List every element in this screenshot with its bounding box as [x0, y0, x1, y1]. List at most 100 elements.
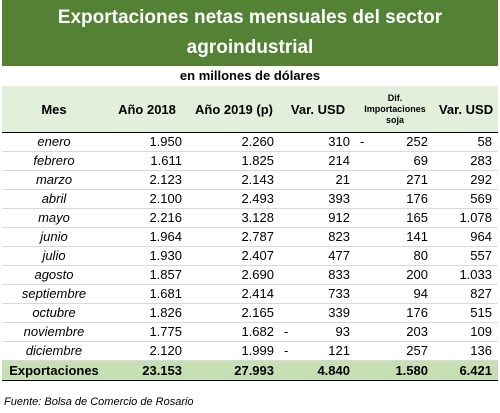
cell-2018: 1.775: [106, 322, 188, 342]
cell-2018: 1.611: [106, 151, 188, 171]
dif-sign: -: [360, 134, 365, 149]
cell-var-sign: [280, 151, 300, 171]
cell-var-usd-2: 58: [434, 132, 498, 152]
cell-var-sign: -: [280, 322, 300, 342]
cell-var-usd: 339: [300, 303, 356, 323]
cell-mes: junio: [2, 227, 106, 247]
cell-mes: agosto: [2, 265, 106, 285]
cell-var-usd-2: 136: [434, 341, 498, 361]
cell-2019: 2.787: [188, 227, 280, 247]
cell-2018: 1.857: [106, 265, 188, 285]
cell-var-usd-2: 292: [434, 170, 498, 190]
cell-var-usd: 214: [300, 151, 356, 171]
cell-2018: 2.123: [106, 170, 188, 190]
cell-mes: enero: [2, 132, 106, 152]
cell-mes: septiembre: [2, 284, 106, 304]
cell-var-usd: 4.840: [300, 360, 356, 381]
table-row: marzo 2.123 2.143 21 271 292: [2, 170, 498, 190]
total-row: Exportaciones 23.153 27.993 4.840 1.580 6.421: [2, 360, 498, 381]
cell-var-usd-2: 569: [434, 189, 498, 209]
cell-2018: 1.826: [106, 303, 188, 323]
table-row: diciembre 2.120 1.999-121 257 136: [2, 341, 498, 361]
cell-var-usd: 912: [300, 208, 356, 228]
cell-var-usd-2: 283: [434, 151, 498, 171]
cell-var-sign: [280, 246, 300, 266]
cell-dif-importaciones: 252-: [356, 132, 434, 152]
cell-var-sign: [280, 208, 300, 228]
cell-var-usd: 93: [300, 322, 356, 342]
cell-2019: 2.414: [188, 284, 280, 304]
cell-dif-importaciones: 271: [356, 170, 434, 190]
cell-mes: Exportaciones: [2, 360, 106, 381]
cell-var-usd-2: 1.078: [434, 208, 498, 228]
cell-2018: 1.930: [106, 246, 188, 266]
cell-var-sign: [280, 189, 300, 209]
table-row: enero 1.950 2.260 310 252-58: [2, 132, 498, 152]
cell-dif-importaciones: 141: [356, 227, 434, 247]
table-row: octubre 1.826 2.165 339 176 515: [2, 303, 498, 323]
cell-var-usd-2: 1.033: [434, 265, 498, 285]
cell-var-usd: 393: [300, 189, 356, 209]
cell-var-sign: [280, 303, 300, 323]
header-2018: Año 2018: [106, 86, 188, 133]
cell-mes: julio: [2, 246, 106, 266]
cell-dif-importaciones: 94: [356, 284, 434, 304]
table-row: junio 1.964 2.787 823 141 964: [2, 227, 498, 247]
table-row: noviembre 1.775 1.682-93 203 109: [2, 322, 498, 342]
cell-2019: 1.825: [188, 151, 280, 171]
cell-var-usd-2: 109: [434, 322, 498, 342]
cell-var-sign: [280, 132, 300, 152]
table-row: agosto 1.857 2.690 833 200 1.033: [2, 265, 498, 285]
cell-dif-importaciones: 69: [356, 151, 434, 171]
source-note: Fuente: Bolsa de Comercio de Rosario: [4, 396, 194, 408]
cell-mes: mayo: [2, 208, 106, 228]
cell-dif-importaciones: 165: [356, 208, 434, 228]
cell-2019: 2.690: [188, 265, 280, 285]
cell-var-sign: [280, 227, 300, 247]
table-row: mayo 2.216 3.128 912 165 1.078: [2, 208, 498, 228]
cell-var-sign: [280, 170, 300, 190]
cell-2019: 3.128: [188, 208, 280, 228]
cell-var-usd: 823: [300, 227, 356, 247]
cell-var-usd-2: 964: [434, 227, 498, 247]
cell-2019: 2.143: [188, 170, 280, 190]
cell-var-sign: -: [280, 341, 300, 361]
cell-var-usd: 21: [300, 170, 356, 190]
cell-2018: 1.950: [106, 132, 188, 152]
header-var-usd-2: Var. USD: [434, 86, 498, 133]
table-row: febrero 1.611 1.825 214 69 283: [2, 151, 498, 171]
cell-2019: 2.493: [188, 189, 280, 209]
table-row: abril 2.100 2.493 393 176 569: [2, 189, 498, 209]
cell-var-usd-2: 6.421: [434, 360, 498, 381]
cell-dif-importaciones: 1.580: [356, 360, 434, 381]
cell-mes: octubre: [2, 303, 106, 323]
header-row: Mes Año 2018 Año 2019 (p) Var. USD Dif. …: [2, 86, 498, 133]
cell-dif-importaciones: 176: [356, 189, 434, 209]
cell-2019: 2.407: [188, 246, 280, 266]
cell-var-sign: [280, 265, 300, 285]
cell-2018: 2.120: [106, 341, 188, 361]
cell-mes: abril: [2, 189, 106, 209]
cell-2018: 23.153: [106, 360, 188, 381]
cell-var-usd: 477: [300, 246, 356, 266]
cell-var-usd: 833: [300, 265, 356, 285]
cell-2018: 1.964: [106, 227, 188, 247]
cell-mes: febrero: [2, 151, 106, 171]
cell-dif-importaciones: 257: [356, 341, 434, 361]
cell-2018: 2.216: [106, 208, 188, 228]
cell-dif-importaciones: 176: [356, 303, 434, 323]
cell-mes: noviembre: [2, 322, 106, 342]
cell-2018: 2.100: [106, 189, 188, 209]
cell-2019: 2.165: [188, 303, 280, 323]
header-dif-importaciones: Dif. Importaciones soja: [356, 86, 434, 133]
cell-mes: diciembre: [2, 341, 106, 361]
cell-2019: 27.993: [188, 360, 280, 381]
cell-dif-importaciones: 203: [356, 322, 434, 342]
cell-var-usd: 121: [300, 341, 356, 361]
cell-mes: marzo: [2, 170, 106, 190]
cell-dif-importaciones: 200: [356, 265, 434, 285]
cell-var-usd: 310: [300, 132, 356, 152]
cell-dif-importaciones: 80: [356, 246, 434, 266]
table-title: Exportaciones netas mensuales del sector…: [2, 0, 498, 66]
cell-var-usd: 733: [300, 284, 356, 304]
